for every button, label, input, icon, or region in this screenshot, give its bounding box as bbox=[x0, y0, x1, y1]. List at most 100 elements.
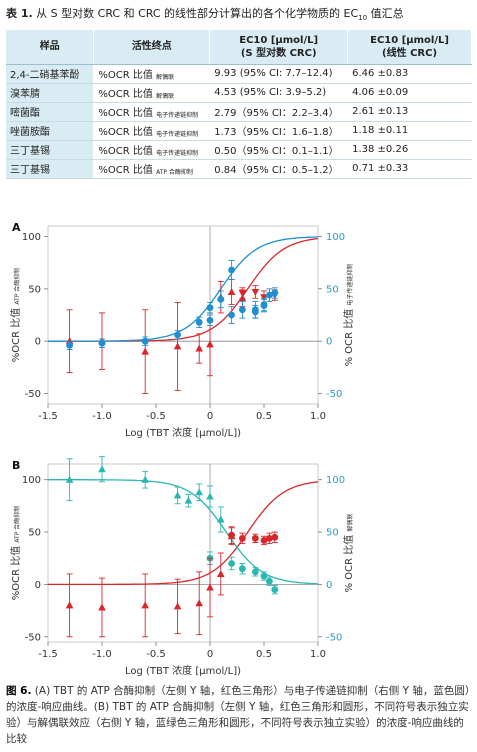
data-point bbox=[260, 572, 268, 580]
cell-endpoint: %OCR 比值 电子传递链抑制 bbox=[93, 102, 211, 122]
table-header-row: 样品 活性终点 EC10 [μmol/L] (S 型对数 CRC) EC10 [μ… bbox=[6, 30, 472, 65]
data-point bbox=[266, 534, 273, 542]
cell-endpoint: %OCR 比值 电子传递链抑制 bbox=[93, 121, 211, 141]
data-point bbox=[65, 475, 74, 483]
endpoint-subscript: 解偶联 bbox=[156, 93, 175, 100]
endpoint-subscript: 解偶联 bbox=[156, 74, 175, 81]
data-point bbox=[206, 304, 214, 312]
header-ec-lin: EC10 [μmol/L] (线性 CRC) bbox=[347, 30, 472, 65]
cell-ec-lin: 4.06 ±0.09 bbox=[347, 83, 472, 103]
y-left-tick-label: 100 bbox=[22, 475, 41, 486]
y-right-tick-label: 50 bbox=[326, 284, 339, 295]
cell-ec-s: 4.53 (95% CI: 3.9–5.2) bbox=[209, 83, 349, 103]
y-right-tick-label: 50 bbox=[326, 528, 339, 539]
table-row: 嘧菌酯 %OCR 比值 电子传递链抑制 2.79（95% CI：2.2–3.4） 2.… bbox=[6, 102, 472, 122]
data-point bbox=[65, 337, 74, 345]
data-point bbox=[271, 289, 279, 297]
x-tick-label: 1.0 bbox=[310, 411, 326, 422]
cell-sample: 三丁基锡 bbox=[6, 159, 95, 179]
data-point bbox=[227, 287, 236, 295]
y-right-tick-label: 0 bbox=[326, 337, 332, 348]
y-left-label-sub: ATP 合酶抑制 bbox=[13, 268, 21, 305]
panel-letter: B bbox=[12, 459, 20, 472]
cell-sample: 唑菌胺酯 bbox=[6, 121, 95, 141]
y-left-tick-label: -50 bbox=[25, 389, 41, 400]
data-point bbox=[260, 537, 268, 544]
data-point bbox=[173, 342, 182, 350]
cell-ec-lin: 1.18 ±0.11 bbox=[347, 121, 472, 141]
data-point bbox=[98, 339, 106, 347]
y-right-label-sub: 解偶联 bbox=[346, 514, 354, 532]
data-point bbox=[195, 599, 203, 607]
y-left-tick-label: -50 bbox=[25, 632, 41, 643]
table-title-tail: 值汇总 bbox=[367, 7, 404, 20]
header-endpoint: 活性终点 bbox=[93, 30, 211, 65]
x-tick-label: 0 bbox=[207, 411, 213, 422]
x-tick-label: -1.5 bbox=[38, 649, 58, 660]
data-point bbox=[173, 491, 182, 499]
cell-ec-s: 0.50（95% CI：0.1–1.1） bbox=[209, 140, 349, 160]
data-point bbox=[228, 560, 236, 567]
data-point bbox=[266, 291, 273, 299]
table-title-sub: 10 bbox=[358, 14, 368, 23]
data-point bbox=[173, 602, 182, 610]
fit-curve bbox=[48, 479, 319, 585]
data-point bbox=[65, 601, 74, 609]
data-point bbox=[141, 347, 149, 355]
endpoint-subscript: 电子传递链抑制 bbox=[156, 150, 199, 157]
data-point bbox=[174, 331, 182, 339]
data-point bbox=[251, 568, 259, 576]
cell-sample: 溴苯腈 bbox=[6, 83, 95, 103]
data-point bbox=[195, 344, 203, 352]
y-left-tick-label: 50 bbox=[28, 528, 41, 539]
data-point bbox=[260, 294, 268, 302]
cell-endpoint: %OCR 比值 ATP 合酶抑制 bbox=[93, 159, 211, 179]
data-point bbox=[206, 316, 214, 324]
data-point bbox=[98, 465, 106, 473]
header-ec-s: EC10 [μmol/L] (S 型对数 CRC) bbox=[209, 30, 349, 65]
x-tick-label: 0.5 bbox=[256, 649, 272, 660]
data-point bbox=[217, 569, 225, 577]
x-tick-label: 0 bbox=[207, 649, 213, 660]
data-point bbox=[271, 586, 279, 594]
table-row: 三丁基锡 %OCR 比值 ATP 合酶抑制 0.84（95% CI：0.5–1.2）… bbox=[6, 159, 472, 179]
cell-ec-lin: 6.46 ±0.83 bbox=[347, 64, 472, 84]
y-left-tick-label: 0 bbox=[35, 580, 41, 591]
cell-endpoint: %OCR 比值 解偶联 bbox=[93, 64, 211, 84]
figure-caption-label: 图 6. bbox=[6, 685, 32, 697]
y-right-label: % OCR 比值 解偶联 bbox=[342, 514, 355, 593]
y-right-tick-label: 100 bbox=[326, 475, 345, 486]
y-left-label-sub: ATP 合酶抑制 bbox=[13, 506, 21, 543]
data-point bbox=[239, 565, 246, 573]
cell-endpoint: %OCR 比值 解偶联 bbox=[93, 83, 211, 103]
endpoint-subscript: 电子传递链抑制 bbox=[156, 131, 199, 138]
data-point bbox=[238, 290, 247, 298]
cell-endpoint: %OCR 比值 电子传递链抑制 bbox=[93, 140, 211, 160]
endpoint-subscript: ATP 合酶抑制 bbox=[156, 169, 193, 176]
data-point bbox=[239, 534, 246, 542]
cell-ec-lin: 1.38 ±0.26 bbox=[347, 140, 472, 160]
header-sample: 样品 bbox=[6, 30, 95, 65]
y-right-tick-label: 0 bbox=[326, 580, 332, 591]
x-tick-label: -1.5 bbox=[38, 411, 58, 422]
table-row: 三丁基锡 %OCR 比值 电子传递链抑制 0.50（95% CI：0.1–1.1） 1… bbox=[6, 140, 472, 160]
x-axis-label: Log (TBT 浓度 [μmol/L]) bbox=[125, 664, 241, 676]
panel-letter: A bbox=[12, 221, 21, 234]
table-row: 唑菌胺酯 %OCR 比值 电子传递链抑制 1.73（95% CI：1.6–1.8） 1… bbox=[6, 121, 472, 141]
data-point bbox=[141, 601, 149, 609]
data-point bbox=[141, 337, 149, 345]
y-left-tick-label: 0 bbox=[35, 337, 41, 348]
data-point bbox=[195, 318, 203, 326]
cell-ec-lin: 0.71 ±0.33 bbox=[347, 159, 472, 179]
cell-ec-lin: 2.61 ±0.13 bbox=[347, 102, 472, 122]
y-right-label-sub: 电子传递链抑制 bbox=[346, 264, 354, 306]
table-title: 表 1. 从 S 型对数 CRC 和 CRC 的线性部分计算出的各个化学物质的 … bbox=[6, 6, 472, 26]
y-left-label: %OCR 比值 ATP 合酶抑制 bbox=[9, 268, 22, 363]
data-point bbox=[260, 301, 268, 308]
data-point bbox=[217, 515, 225, 523]
data-point bbox=[184, 496, 193, 504]
data-point bbox=[66, 341, 73, 349]
plot-frame bbox=[47, 463, 319, 643]
cell-sample: 嘧菌酯 bbox=[6, 102, 95, 122]
x-tick-label: 1.0 bbox=[310, 649, 326, 660]
